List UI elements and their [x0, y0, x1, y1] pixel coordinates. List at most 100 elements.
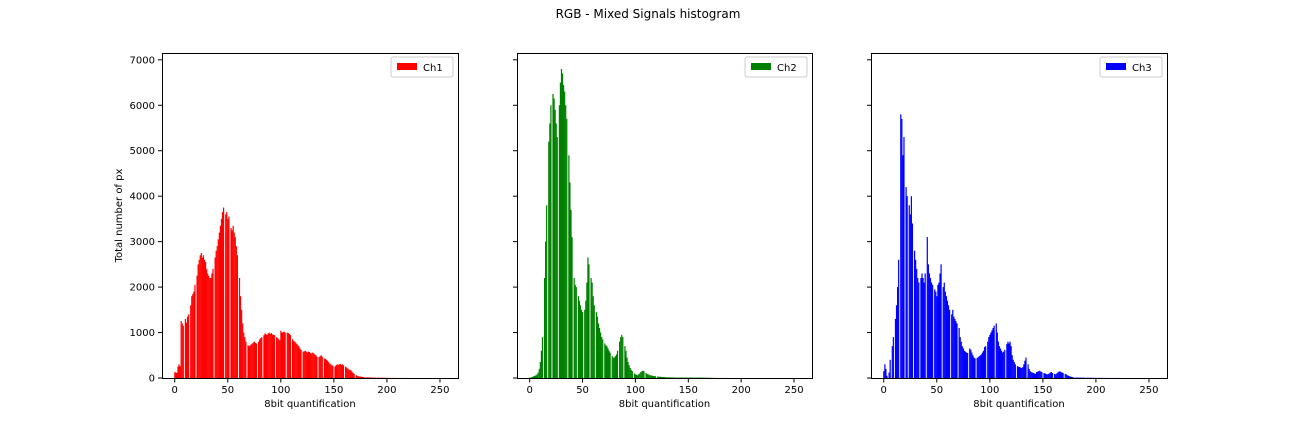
bar — [1024, 360, 1026, 378]
bar — [939, 273, 941, 378]
y-tick-label: 4000 — [130, 192, 155, 203]
bar — [1022, 367, 1024, 378]
bar — [974, 358, 976, 378]
bar — [1035, 372, 1038, 378]
x-tick-label: 50 — [576, 385, 589, 396]
bar — [664, 377, 666, 378]
bar — [273, 335, 276, 378]
bar — [260, 338, 262, 378]
bar — [965, 352, 968, 378]
bar — [349, 369, 351, 378]
bar — [554, 109, 556, 378]
bar — [228, 216, 230, 378]
bar — [978, 356, 980, 378]
bars-3 — [883, 114, 1120, 379]
bar — [585, 300, 587, 378]
bar — [241, 309, 243, 378]
bar — [1058, 371, 1060, 378]
bar — [595, 312, 597, 378]
bar — [334, 366, 336, 378]
histogram-3: 0 50 100 150 200 250 8bit quantification Ch3 — [867, 53, 1168, 410]
bar — [648, 374, 650, 378]
bar — [181, 323, 183, 378]
x-tick-label: 0 — [881, 385, 887, 396]
bar — [249, 345, 251, 378]
bar — [1007, 341, 1009, 378]
bar — [631, 371, 633, 378]
bar — [198, 259, 200, 378]
bar — [201, 257, 203, 378]
x-tick-label: 250 — [1139, 385, 1158, 396]
bar — [231, 230, 233, 378]
bar — [299, 348, 301, 378]
bar — [588, 264, 590, 378]
bar — [1070, 376, 1073, 378]
bar — [987, 341, 989, 378]
bar — [360, 376, 363, 378]
bar — [182, 325, 184, 378]
bar — [894, 318, 897, 378]
bar — [657, 376, 659, 378]
bar — [906, 196, 908, 378]
bar — [192, 293, 194, 378]
bar — [352, 373, 354, 378]
bar — [602, 339, 604, 378]
legend-box — [744, 56, 808, 78]
bar — [622, 337, 624, 378]
bar — [367, 377, 369, 378]
bar — [279, 340, 281, 378]
bar — [297, 345, 299, 378]
bar — [315, 355, 317, 378]
bar — [611, 356, 613, 378]
x-tick-label: 0 — [172, 385, 178, 396]
axes-frame — [871, 53, 1168, 379]
x-axis-label: 8bit quantification — [619, 399, 711, 410]
bar — [626, 357, 628, 378]
bar — [889, 359, 891, 378]
bar — [232, 225, 234, 378]
legend: Ch1 — [390, 56, 454, 78]
bar — [1060, 372, 1062, 378]
bar — [553, 98, 555, 378]
bar — [313, 353, 315, 378]
bar — [1002, 352, 1004, 378]
bar — [630, 369, 632, 378]
bar — [944, 291, 946, 378]
bar — [1037, 371, 1039, 378]
bar — [323, 358, 325, 378]
bar — [207, 273, 209, 378]
bar — [283, 331, 285, 378]
bar — [964, 351, 967, 378]
bar — [615, 354, 618, 378]
bar — [891, 346, 893, 378]
bar — [335, 365, 337, 378]
bar — [1006, 343, 1008, 378]
bar — [574, 284, 576, 378]
bar — [600, 332, 602, 378]
bar — [1016, 366, 1019, 378]
bar — [347, 368, 349, 378]
bar — [955, 321, 957, 378]
bar — [1047, 373, 1049, 378]
bar — [948, 309, 951, 378]
bar — [586, 282, 588, 378]
bar — [560, 68, 563, 378]
bar — [972, 355, 974, 378]
bar — [320, 355, 322, 378]
bar — [923, 282, 925, 378]
bar — [307, 351, 310, 378]
bar — [1040, 371, 1042, 378]
bar — [573, 278, 575, 378]
bar — [179, 366, 181, 378]
x-tick-label: 100 — [271, 385, 290, 396]
bar — [326, 360, 329, 378]
bar — [545, 241, 547, 378]
y-tick-label: 5000 — [130, 146, 155, 157]
bar — [174, 372, 176, 378]
bar — [961, 346, 963, 378]
bar — [534, 375, 536, 378]
bar — [270, 333, 272, 378]
bar — [271, 334, 274, 378]
bar — [609, 352, 611, 378]
